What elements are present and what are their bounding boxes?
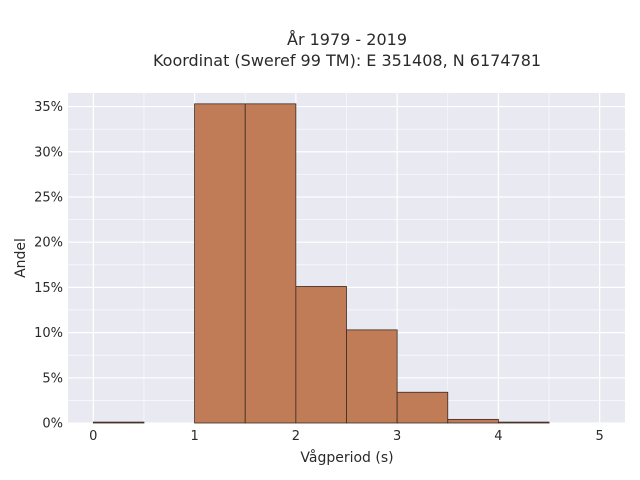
x-axis-label: Vågperiod (s) bbox=[300, 449, 393, 466]
histogram-bar bbox=[92, 421, 145, 424]
histogram-bar bbox=[498, 421, 550, 424]
y-tick-label: 35% bbox=[34, 100, 63, 115]
y-tick-label: 10% bbox=[34, 326, 63, 341]
y-tick-label: 0% bbox=[42, 417, 63, 432]
histogram-bar bbox=[396, 391, 449, 424]
x-tick-label: 3 bbox=[393, 429, 401, 444]
y-tick-label: 30% bbox=[34, 145, 63, 160]
chart-title-line1: År 1979 - 2019 bbox=[287, 30, 407, 49]
x-tick-label: 1 bbox=[190, 429, 198, 444]
x-axis-ticks: 0 1 2 3 4 5 bbox=[89, 429, 604, 444]
x-tick-label: 4 bbox=[494, 429, 502, 444]
x-tick-label: 2 bbox=[292, 429, 300, 444]
histogram-bar bbox=[194, 103, 246, 424]
histogram-bar bbox=[244, 103, 297, 424]
x-tick-label: 0 bbox=[89, 429, 97, 444]
histogram-bar bbox=[295, 286, 347, 424]
chart-title-line2: Koordinat (Sweref 99 TM): E 351408, N 61… bbox=[153, 51, 541, 70]
y-tick-label: 25% bbox=[34, 190, 63, 205]
y-tick-label: 15% bbox=[34, 281, 63, 296]
x-tick-label: 5 bbox=[596, 429, 604, 444]
y-axis-label: Andel bbox=[13, 238, 29, 278]
histogram-bar bbox=[447, 418, 499, 424]
y-axis-ticks: 0% 5% 10% 15% 20% 25% 30% 35% bbox=[34, 100, 63, 431]
histogram-bar bbox=[346, 329, 398, 424]
y-tick-label: 5% bbox=[42, 371, 63, 386]
y-tick-label: 20% bbox=[34, 236, 63, 251]
bars bbox=[92, 103, 550, 424]
